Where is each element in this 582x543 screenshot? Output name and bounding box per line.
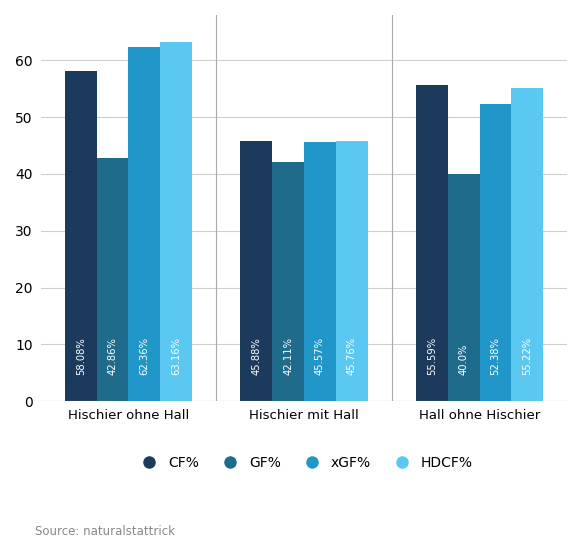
Text: 45.76%: 45.76%: [347, 337, 357, 375]
Bar: [336, 141, 367, 401]
Text: 63.16%: 63.16%: [171, 337, 181, 375]
Bar: [240, 141, 272, 401]
Text: 42.86%: 42.86%: [108, 337, 118, 375]
Bar: [304, 142, 336, 401]
Bar: [448, 174, 480, 401]
Text: 40.0%: 40.0%: [459, 344, 469, 375]
Text: 45.88%: 45.88%: [251, 337, 261, 375]
Bar: [160, 42, 192, 401]
Text: 58.08%: 58.08%: [76, 337, 86, 375]
Text: 55.22%: 55.22%: [522, 337, 532, 375]
Bar: [512, 87, 543, 401]
Bar: [129, 47, 160, 401]
Text: 52.38%: 52.38%: [491, 337, 501, 375]
Text: Source: naturalstattrick: Source: naturalstattrick: [35, 525, 175, 538]
Legend: CF%, GF%, xGF%, HDCF%: CF%, GF%, xGF%, HDCF%: [129, 451, 478, 476]
Text: 55.59%: 55.59%: [427, 337, 437, 375]
Text: 62.36%: 62.36%: [139, 337, 150, 375]
Text: 42.11%: 42.11%: [283, 337, 293, 375]
Text: 45.57%: 45.57%: [315, 337, 325, 375]
Bar: [97, 157, 129, 401]
Bar: [480, 104, 512, 401]
Bar: [272, 162, 304, 401]
Bar: [416, 85, 448, 401]
Bar: [65, 71, 97, 401]
